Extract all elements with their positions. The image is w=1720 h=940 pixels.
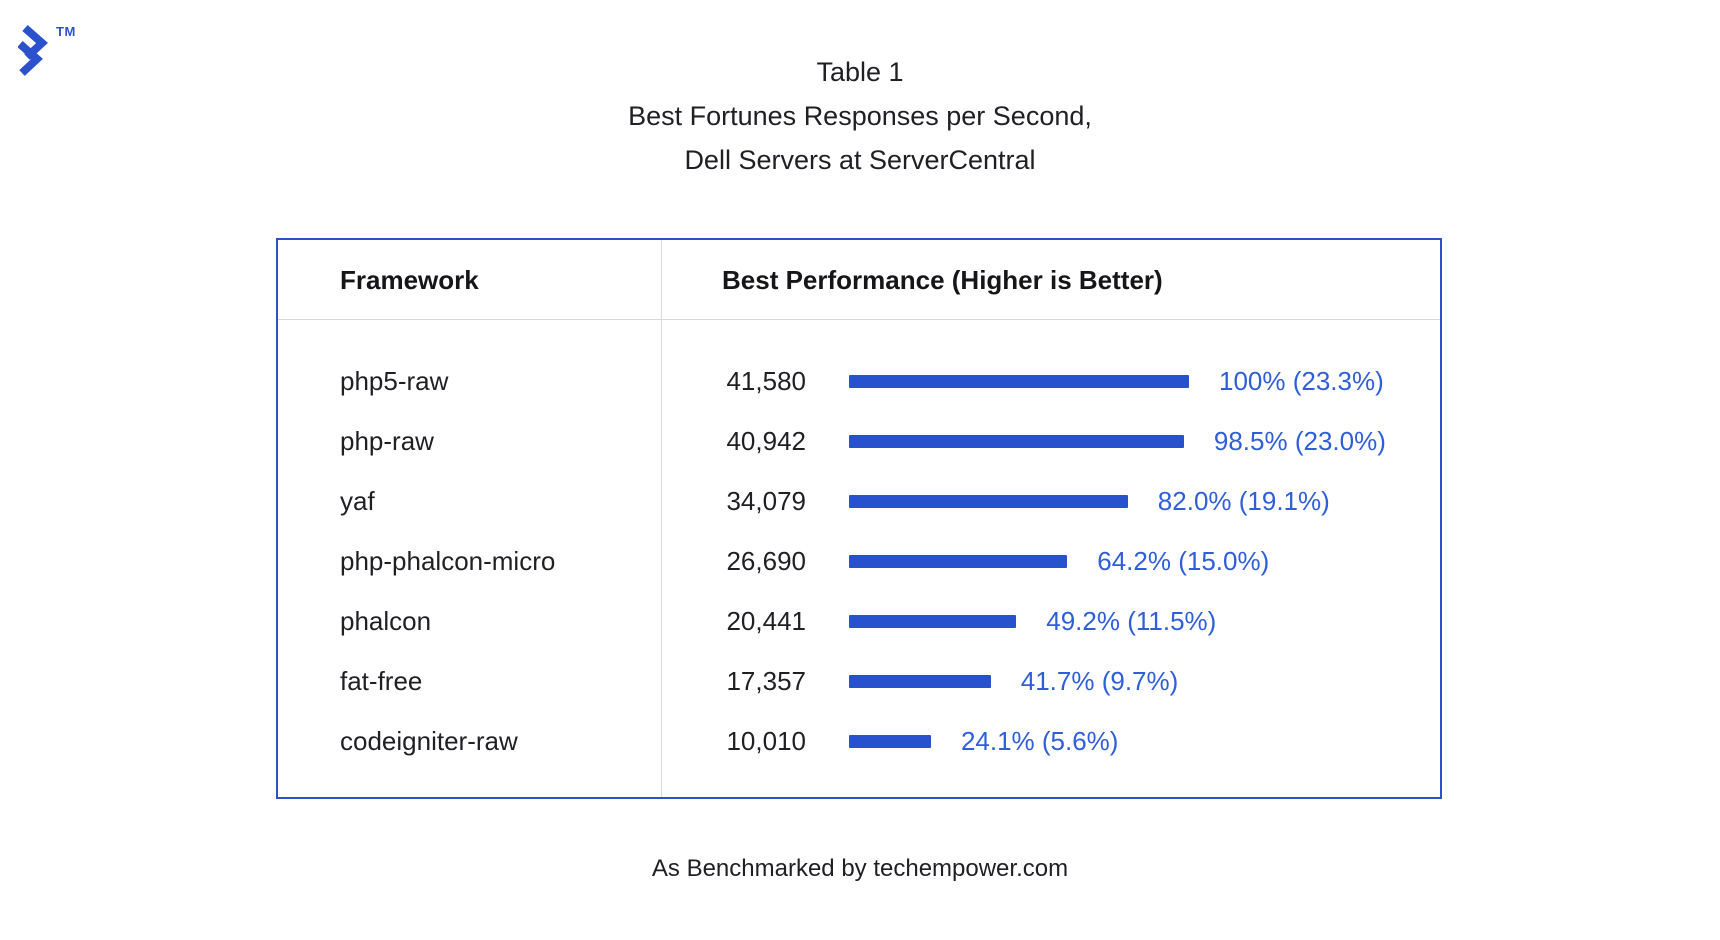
framework-cell: phalcon [340, 605, 432, 636]
percent-label: 49.2% (11.5%) [1046, 605, 1217, 636]
framework-cell: codeigniter-raw [340, 725, 518, 756]
table-body: php5-raw 41,580 100% (23.3%) php-raw 40,… [278, 320, 1440, 771]
value-cell: 41,580 [726, 365, 806, 396]
table-row: yaf 34,079 82.0% (19.1%) [278, 471, 1440, 531]
value-cell: 17,357 [726, 665, 806, 696]
table-row: fat-free 17,357 41.7% (9.7%) [278, 651, 1440, 711]
performance-bar [849, 734, 931, 748]
value-cell: 40,942 [726, 425, 806, 456]
toptal-logo-icon [18, 25, 48, 76]
benchmark-table: Framework Best Performance (Higher is Be… [276, 238, 1442, 799]
value-cell: 26,690 [726, 545, 806, 576]
performance-bar [849, 554, 1068, 568]
performance-bar [849, 614, 1017, 628]
table-row: php-phalcon-micro 26,690 64.2% (15.0%) [278, 531, 1440, 591]
column-divider [661, 240, 662, 797]
percent-label: 64.2% (15.0%) [1097, 545, 1270, 576]
title-line-3: Dell Servers at ServerCentral [684, 145, 1036, 175]
benchmark-source-caption: As Benchmarked by techempower.com [651, 855, 1069, 882]
performance-column-header: Best Performance (Higher is Better) [722, 265, 1163, 295]
logo: TM [18, 24, 78, 80]
framework-cell: php5-raw [340, 365, 449, 396]
figure-title: Table 1 Best Fortunes Responses per Seco… [0, 50, 1720, 182]
table-row: phalcon 20,441 49.2% (11.5%) [278, 591, 1440, 651]
table-row: php-raw 40,942 98.5% (23.0%) [278, 411, 1440, 471]
framework-cell: fat-free [340, 665, 423, 696]
value-cell: 10,010 [726, 725, 806, 756]
table-row: php5-raw 41,580 100% (23.3%) [278, 351, 1440, 411]
percent-label: 41.7% (9.7%) [1020, 665, 1179, 696]
framework-column-header: Framework [340, 265, 479, 295]
value-cell: 20,441 [726, 605, 806, 636]
table-row: codeigniter-raw 10,010 24.1% (5.6%) [278, 711, 1440, 771]
table-header-row: Framework Best Performance (Higher is Be… [278, 240, 1440, 320]
title-line-1: Table 1 [816, 57, 904, 87]
percent-label: 24.1% (5.6%) [960, 725, 1119, 756]
framework-cell: php-phalcon-micro [340, 545, 556, 576]
performance-bar [849, 674, 991, 688]
percent-label: 100% (23.3%) [1219, 365, 1384, 396]
framework-cell: yaf [340, 485, 375, 516]
performance-bar [849, 494, 1128, 508]
trademark-label: TM [56, 24, 76, 39]
performance-bar [849, 374, 1189, 388]
framework-cell: php-raw [340, 425, 434, 456]
percent-label: 82.0% (19.1%) [1157, 485, 1330, 516]
title-line-2: Best Fortunes Responses per Second, [628, 101, 1092, 131]
value-cell: 34,079 [726, 485, 806, 516]
percent-label: 98.5% (23.0%) [1213, 425, 1386, 456]
performance-bar [849, 434, 1184, 448]
